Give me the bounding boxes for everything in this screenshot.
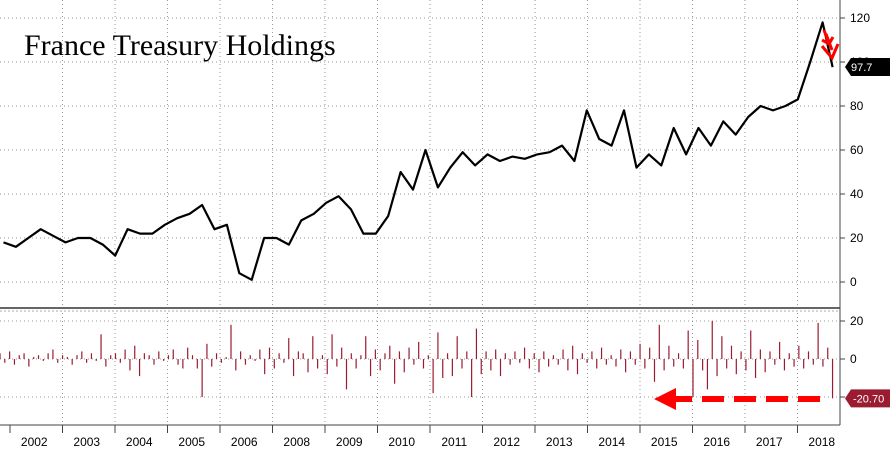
bottom-tick-label: 0	[850, 352, 857, 366]
x-tick-label: 2017	[756, 435, 783, 449]
last-value-label-bottom: -20.70	[853, 393, 884, 405]
x-tick-label: 2008	[283, 435, 310, 449]
x-tick-label: 2016	[703, 435, 730, 449]
x-axis: 2002 2003 2004 2005 2006 2008 2009 2010 2011 2012…	[0, 424, 840, 449]
chart-title: France Treasury Holdings	[24, 29, 336, 62]
bottom-y-axis: 20 0	[840, 314, 864, 398]
x-tick-label: 2003	[73, 435, 100, 449]
top-tick-label: 120	[850, 11, 870, 25]
x-tick-label: 2018	[808, 435, 835, 449]
x-tick-label: 2012	[493, 435, 520, 449]
x-tick-label: 2014	[598, 435, 625, 449]
x-tick-label: 2006	[231, 435, 258, 449]
bottom-panel-bars	[0, 321, 834, 399]
last-value-flag-top	[845, 58, 890, 77]
x-tick-label: 2004	[126, 435, 153, 449]
last-value-label-top: 97.7	[851, 62, 872, 74]
top-tick-label: 40	[850, 187, 864, 201]
x-tick-label: 2013	[546, 435, 573, 449]
x-tick-label: 2015	[651, 435, 678, 449]
top-tick-label: 0	[850, 275, 857, 289]
bottom-panel-grid	[0, 0, 841, 425]
red-arrow-shaft	[824, 33, 834, 51]
top-y-axis: 020406080100120	[840, 11, 870, 289]
top-tick-label: 80	[850, 99, 864, 113]
top-panel-line	[3, 21, 834, 281]
x-tick-label: 2009	[336, 435, 363, 449]
x-tick-label: 2005	[178, 435, 205, 449]
series-line	[3, 21, 834, 281]
bottom-tick-label: 20	[850, 314, 864, 328]
top-panel-grid	[0, 0, 840, 312]
top-tick-label: 20	[850, 231, 864, 245]
x-tick-label: 2011	[441, 435, 467, 449]
last-value-flag-bottom	[845, 389, 890, 408]
left-arrow-icon	[654, 388, 676, 410]
annotations	[654, 29, 890, 410]
red-arrow-head	[820, 43, 840, 61]
x-tick-label: 2010	[388, 435, 415, 449]
x-tick-label: 2002	[21, 435, 48, 449]
top-tick-label: 60	[850, 143, 864, 157]
